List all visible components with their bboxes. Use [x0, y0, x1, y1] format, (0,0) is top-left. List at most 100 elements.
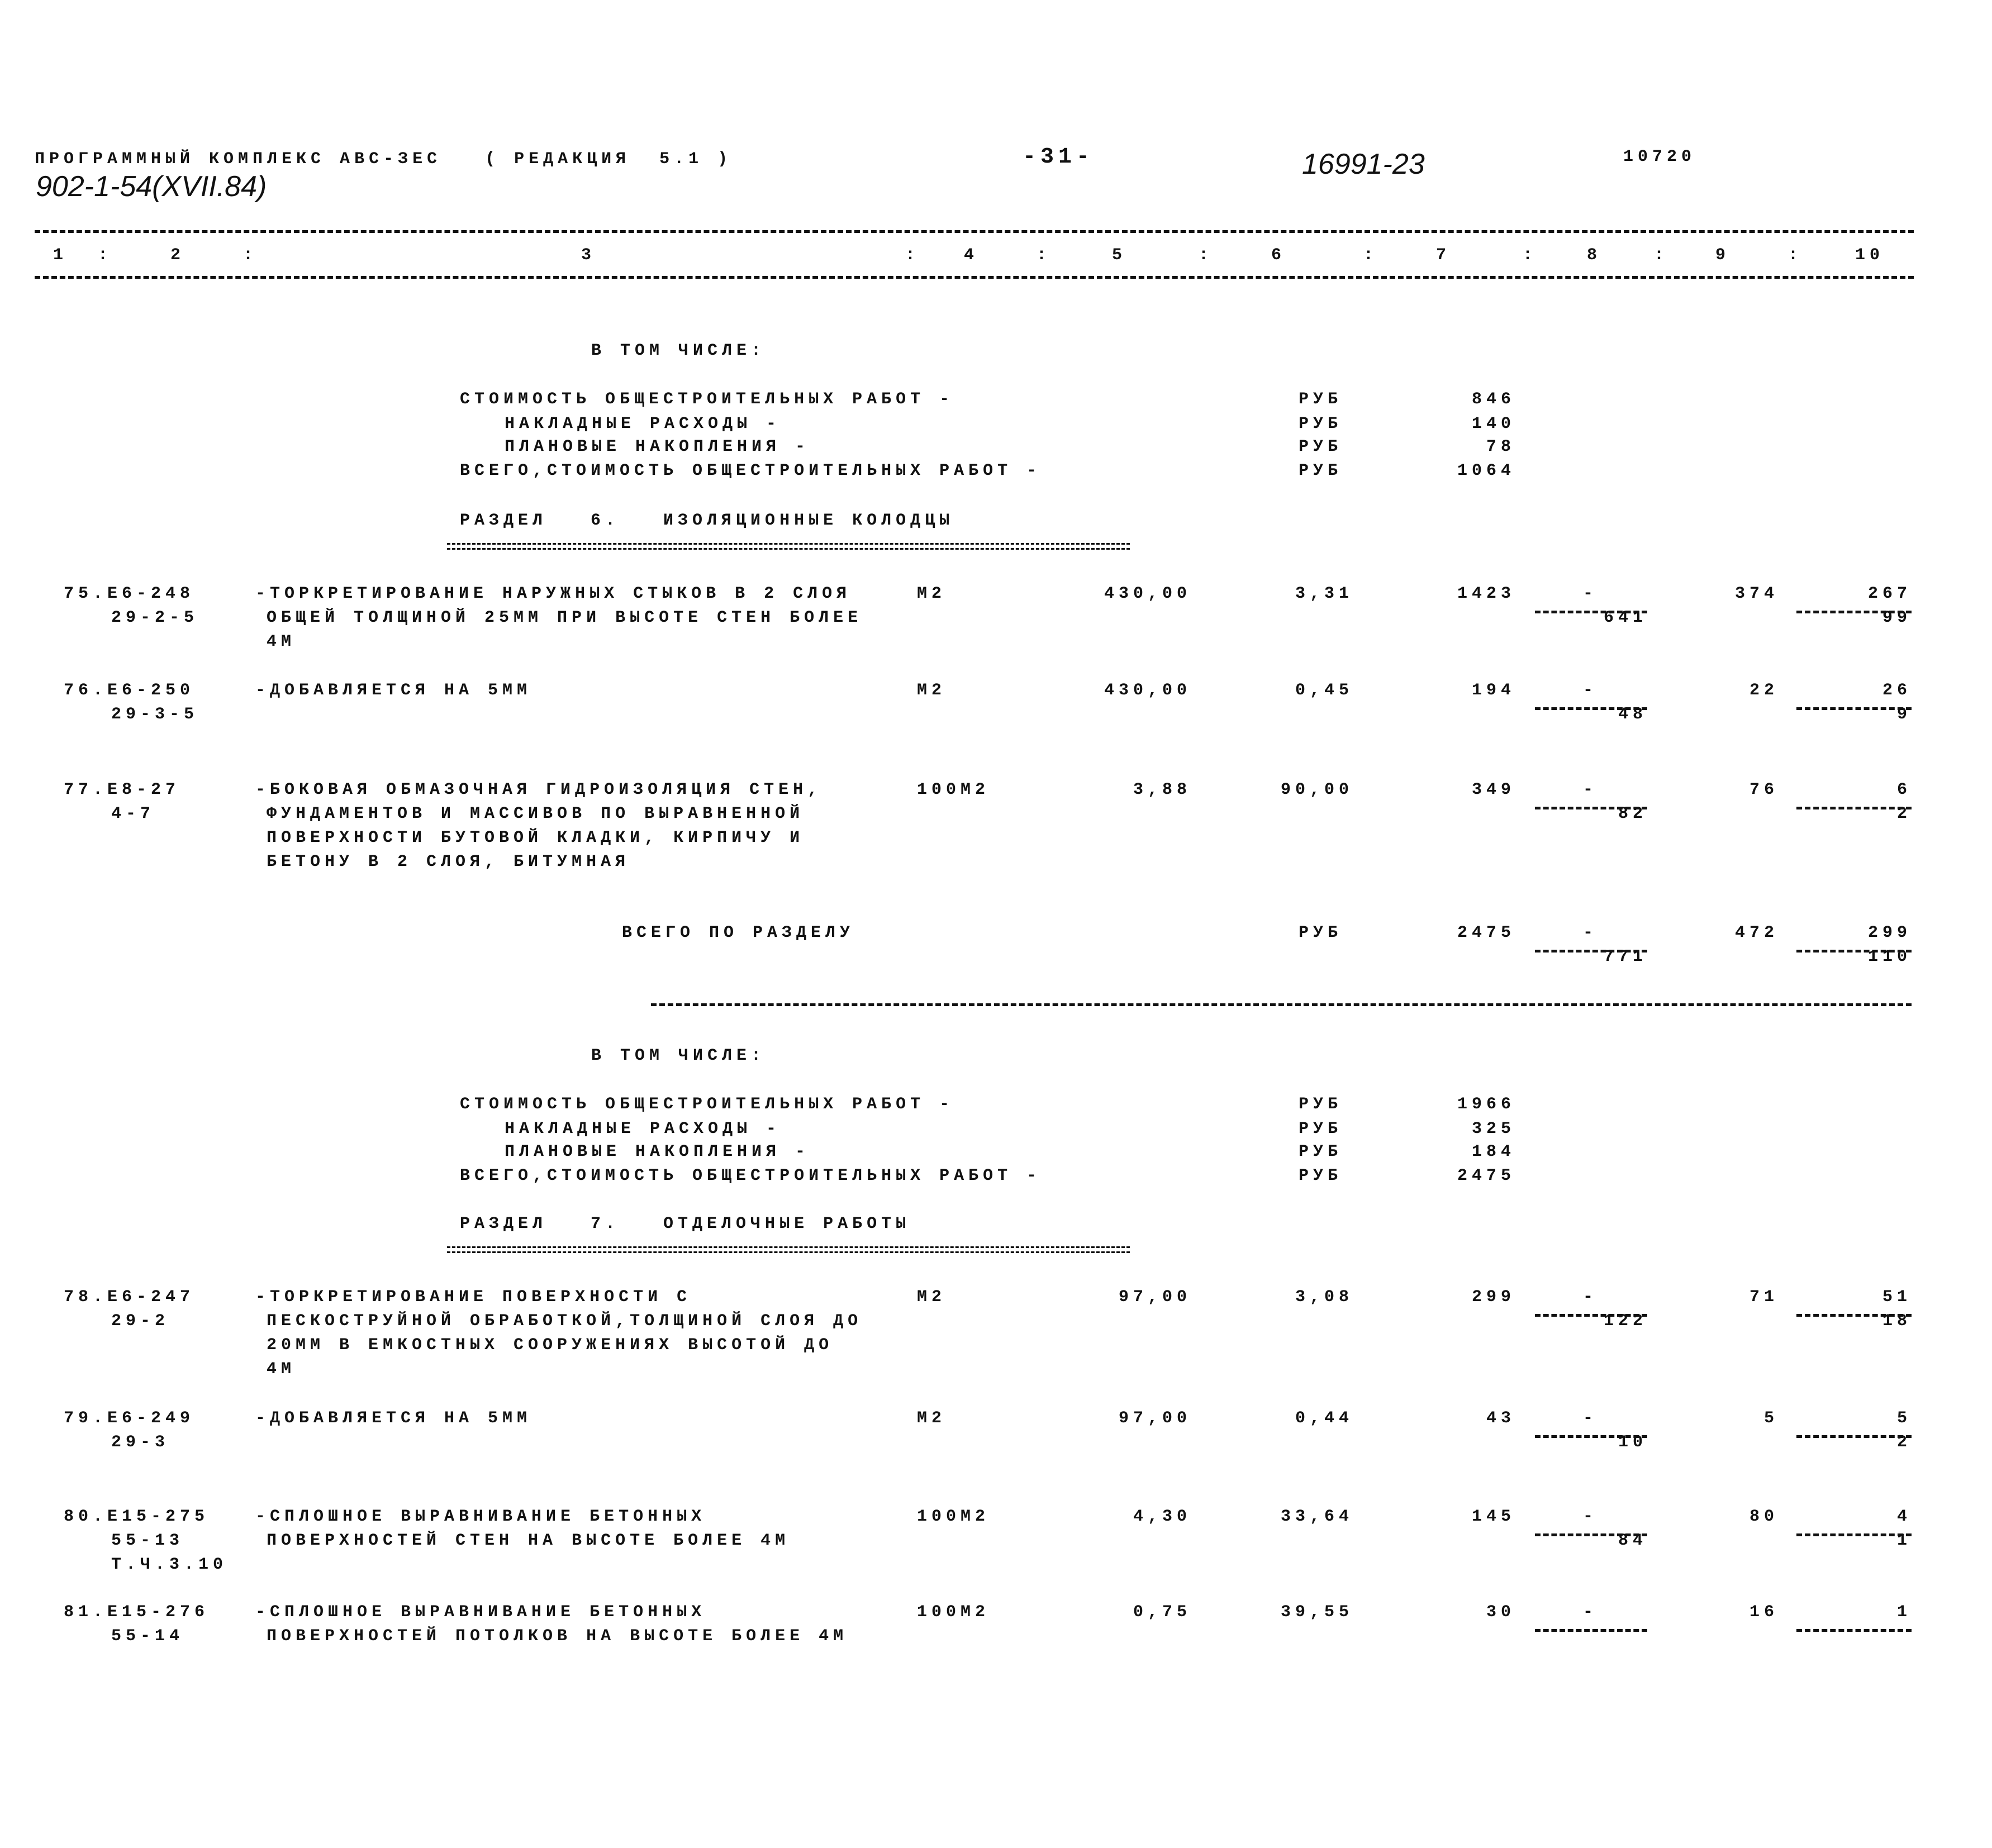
- item-unit-price: 0,45: [1295, 681, 1353, 700]
- column-8-value: -: [1583, 584, 1598, 603]
- item-unit-price: 39,55: [1280, 1603, 1353, 1622]
- column-10-divider: [1796, 707, 1912, 710]
- item-unit: 100М2: [917, 1507, 990, 1526]
- column-9-value: 80: [1749, 1507, 1779, 1526]
- column-separator: :: [243, 246, 258, 265]
- item-code: 78.Е6-247: [64, 1288, 195, 1307]
- column-10-value: 1: [1896, 1603, 1912, 1622]
- item-code: 76.Е6-250: [64, 681, 195, 700]
- summary-value: 846: [1471, 390, 1515, 409]
- item-description: 4М: [267, 1360, 296, 1379]
- column-10-divider: [1796, 807, 1912, 809]
- summary-value: 78: [1486, 437, 1515, 456]
- column-9-value: 5: [1763, 1409, 1779, 1428]
- item-code: 55-14: [111, 1627, 184, 1646]
- total-cost: 145: [1471, 1507, 1515, 1526]
- item-description: БЕТОНУ В 2 СЛОЯ, БИТУМНАЯ: [267, 852, 630, 871]
- item-code: 4-7: [111, 804, 155, 823]
- summary-value: 325: [1471, 1120, 1515, 1139]
- summary-unit: РУБ: [1299, 390, 1343, 409]
- item-description: -ТОРКРЕТИРОВАНИЕ НАРУЖНЫХ СТЫКОВ В 2 СЛО…: [255, 584, 852, 603]
- summary-value: 1966: [1457, 1095, 1515, 1114]
- column-8-divider: [1535, 1533, 1647, 1536]
- item-description: -БОКОВАЯ ОБМАЗОЧНАЯ ГИДРОИЗОЛЯЦИЯ СТЕН,: [255, 780, 823, 799]
- section-6-title: РАЗДЕЛ 6. ИЗОЛЯЦИОННЫЕ КОЛОДЦЫ: [460, 511, 954, 530]
- header-rule-bottom: [35, 276, 1914, 279]
- item-unit: 100М2: [917, 780, 990, 799]
- column-separator: :: [1363, 246, 1378, 265]
- column-separator: :: [1523, 246, 1538, 265]
- summary-unit: РУБ: [1299, 1142, 1343, 1161]
- section-total-unit: РУБ: [1299, 923, 1343, 942]
- item-unit: М2: [917, 1409, 947, 1428]
- column-header-3: 3: [581, 246, 596, 265]
- item-unit-price: 3,31: [1295, 584, 1353, 603]
- column-9-value: 16: [1749, 1603, 1779, 1622]
- column-10-value: 6: [1896, 780, 1912, 799]
- column-8-subvalue: 82: [1618, 804, 1647, 823]
- item-description: ПОВЕРХНОСТИ БУТОВОЙ КЛАДКИ, КИРПИЧУ И: [267, 828, 805, 847]
- column-10-divider: [1796, 1629, 1912, 1632]
- column-separator: :: [1037, 246, 1052, 265]
- column-10-divider: [1796, 1314, 1912, 1317]
- column-10-divider: [1796, 1435, 1912, 1438]
- item-quantity: 3,88: [1133, 780, 1191, 799]
- item-description: ПОВЕРХНОСТЕЙ СТЕН НА ВЫСОТЕ БОЛЕЕ 4М: [267, 1531, 790, 1550]
- column-10-divider: [1796, 611, 1912, 613]
- project-number-handwritten: 902-1-54(XVII.84): [36, 170, 267, 203]
- column-8-divider: [1535, 1435, 1647, 1438]
- column-10-subvalue: 110: [1867, 947, 1912, 966]
- item-quantity: 97,00: [1118, 1409, 1191, 1428]
- column-8-subvalue: 84: [1618, 1531, 1647, 1550]
- column-8-subvalue: 641: [1603, 608, 1647, 627]
- column-9-value: 71: [1749, 1288, 1779, 1307]
- summary-label: ВСЕГО,СТОИМОСТЬ ОБЩЕСТРОИТЕЛЬНЫХ РАБОТ -: [460, 461, 1042, 480]
- column-header-8: 8: [1587, 246, 1602, 265]
- item-description: ПОВЕРХНОСТЕЙ ПОТОЛКОВ НА ВЫСОТЕ БОЛЕЕ 4М: [267, 1627, 848, 1646]
- summary-label: НАКЛАДНЫЕ РАСХОДЫ -: [505, 415, 781, 434]
- column-10-value: 5: [1896, 1409, 1912, 1428]
- summary-unit: РУБ: [1299, 461, 1343, 480]
- summary-value: 2475: [1457, 1166, 1515, 1185]
- column-9-value: 374: [1734, 584, 1779, 603]
- column-header-5: 5: [1112, 246, 1127, 265]
- item-description: 4М: [267, 632, 296, 651]
- column-10-value: 26: [1882, 681, 1912, 700]
- item-quantity: 430,00: [1104, 681, 1191, 700]
- column-8-divider: [1535, 611, 1647, 613]
- summary-unit: РУБ: [1299, 437, 1343, 456]
- item-description: ФУНДАМЕНТОВ И МАССИВОВ ПО ВЫРАВНЕННОЙ: [267, 804, 805, 823]
- column-10-subvalue: 18: [1882, 1312, 1912, 1331]
- summary-label: НАКЛАДНЫЕ РАСХОДЫ -: [505, 1120, 781, 1139]
- column-10-value: 4: [1896, 1507, 1912, 1526]
- item-description: -ДОБАВЛЯЕТСЯ НА 5ММ: [255, 681, 532, 700]
- column-8-subvalue: 48: [1618, 705, 1647, 724]
- column-separator: :: [905, 246, 920, 265]
- item-code: 29-2-5: [111, 608, 199, 627]
- column-8-subvalue: 10: [1618, 1433, 1647, 1452]
- column-separator: :: [1199, 246, 1214, 265]
- column-8-value: -: [1583, 1507, 1598, 1526]
- total-cost: 1423: [1457, 584, 1515, 603]
- item-code: 77.Е8-27: [64, 780, 180, 799]
- program-header: ПРОГРАММНЫЙ КОМПЛЕКС АВС-ЗЕС ( РЕДАКЦИЯ …: [35, 150, 733, 169]
- item-code: 79.Е6-249: [64, 1409, 195, 1428]
- column-8-divider: [1535, 1314, 1647, 1317]
- item-unit: М2: [917, 584, 947, 603]
- column-9-value: 76: [1749, 780, 1779, 799]
- column-8-value: -: [1583, 1409, 1598, 1428]
- summary-label: ВСЕГО,СТОИМОСТЬ ОБЩЕСТРОИТЕЛЬНЫХ РАБОТ -: [460, 1166, 1042, 1185]
- total-cost: 2475: [1457, 923, 1515, 942]
- summary-value: 184: [1471, 1142, 1515, 1161]
- column-header-9: 9: [1715, 246, 1730, 265]
- column-header-10: 10: [1855, 246, 1885, 265]
- doc-number-handwritten: 16991-23: [1302, 148, 1425, 180]
- item-code: 55-13: [111, 1531, 184, 1550]
- item-unit: М2: [917, 681, 947, 700]
- item-description: ОБЩЕЙ ТОЛЩИНОЙ 25ММ ПРИ ВЫСОТЕ СТЕН БОЛЕ…: [267, 608, 863, 627]
- total-cost: 30: [1486, 1603, 1515, 1622]
- item-code: 80.Е15-275: [64, 1507, 210, 1526]
- item-quantity: 97,00: [1118, 1288, 1191, 1307]
- item-unit: М2: [917, 1288, 947, 1307]
